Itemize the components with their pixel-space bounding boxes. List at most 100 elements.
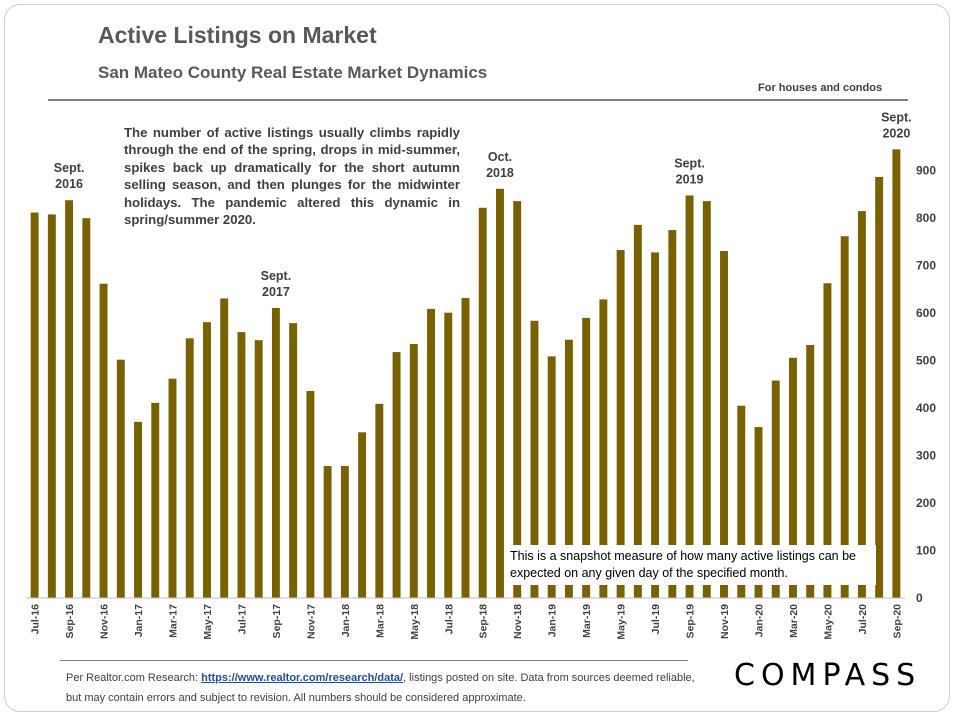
bar-Aug-17 bbox=[254, 340, 263, 598]
snapshot-note: This is a snapshot measure of how many a… bbox=[504, 545, 876, 585]
x-tick-label: Jul-16 bbox=[30, 604, 42, 635]
x-tick-label: Jul-19 bbox=[650, 604, 662, 635]
bar-Feb-18 bbox=[358, 432, 367, 598]
peak-label: Oct. bbox=[488, 150, 512, 164]
y-tick-label: 700 bbox=[916, 259, 936, 273]
peak-label: Sept. bbox=[54, 161, 85, 175]
x-tick-label: Mar-20 bbox=[788, 604, 800, 638]
bar-Apr-20 bbox=[806, 344, 815, 598]
x-tick-label: Jan-17 bbox=[133, 604, 145, 637]
bar-Aug-16 bbox=[47, 214, 56, 598]
bar-Aug-19 bbox=[668, 230, 677, 598]
bar-Sep-17 bbox=[271, 307, 280, 598]
bar-Mar-18 bbox=[375, 403, 384, 598]
source-suffix: , listings posted on site. Data from sou… bbox=[66, 672, 695, 704]
bar-Jan-17 bbox=[134, 421, 142, 598]
bar-Feb-19 bbox=[564, 339, 573, 598]
bar-Sep-19 bbox=[685, 195, 694, 598]
peak-label: 2019 bbox=[676, 172, 704, 186]
bar-Jul-17 bbox=[237, 332, 246, 598]
x-tick-label: Jul-17 bbox=[236, 604, 248, 635]
y-tick-label: 900 bbox=[916, 164, 936, 178]
x-tick-label: Jan-19 bbox=[547, 604, 559, 637]
x-tick-label: Sep-20 bbox=[891, 604, 903, 639]
x-tick-label: Nov-19 bbox=[719, 604, 731, 639]
bar-Jul-18 bbox=[444, 312, 453, 598]
y-tick-label: 200 bbox=[916, 496, 936, 510]
y-tick-label: 600 bbox=[916, 306, 936, 320]
market-dynamics-annotation: The number of active listings usually cl… bbox=[124, 125, 460, 228]
peak-label: 2020 bbox=[882, 126, 910, 140]
bar-May-17 bbox=[203, 322, 211, 598]
bar-Feb-17 bbox=[151, 402, 160, 598]
bar-Mar-20 bbox=[789, 357, 797, 598]
bar-Jan-19 bbox=[547, 356, 556, 598]
bar-Apr-19 bbox=[599, 299, 608, 598]
x-tick-label: Sep-19 bbox=[685, 604, 697, 639]
bar-Dec-16 bbox=[116, 359, 125, 598]
source-prefix: Per Realtor.com Research: bbox=[66, 672, 202, 684]
header-divider bbox=[48, 99, 908, 101]
bar-Sep-16 bbox=[65, 200, 74, 598]
compass-logo: COMPASS bbox=[734, 658, 922, 693]
bar-Dec-19 bbox=[737, 405, 746, 598]
bar-Oct-18 bbox=[496, 188, 504, 598]
peak-label: 2017 bbox=[262, 285, 290, 299]
x-tick-label: Jul-18 bbox=[443, 604, 455, 635]
peak-label: 2018 bbox=[486, 166, 514, 180]
peak-label: Sept. bbox=[261, 269, 292, 283]
bar-Oct-17 bbox=[289, 323, 298, 598]
bar-May-19 bbox=[616, 250, 625, 599]
peak-label: Sept. bbox=[881, 110, 912, 124]
bar-Jun-18 bbox=[427, 308, 435, 598]
chart-subtitle: San Mateo County Real Estate Market Dyna… bbox=[98, 63, 488, 82]
y-tick-label: 300 bbox=[916, 449, 936, 463]
source-note: Per Realtor.com Research: https://www.re… bbox=[66, 668, 696, 708]
bar-May-20 bbox=[823, 283, 832, 598]
bar-Aug-18 bbox=[461, 297, 470, 598]
source-link[interactable]: https://www.realtor.com/research/data/ bbox=[201, 672, 404, 684]
x-tick-label: Mar-18 bbox=[374, 604, 386, 638]
x-tick-label: Nov-17 bbox=[305, 604, 317, 639]
y-tick-label: 400 bbox=[916, 401, 936, 415]
y-tick-label: 100 bbox=[916, 544, 936, 558]
peak-label: Sept. bbox=[674, 156, 705, 170]
bar-Jul-19 bbox=[651, 252, 660, 598]
bar-Aug-20 bbox=[875, 176, 884, 598]
bar-Apr-18 bbox=[392, 352, 401, 598]
x-tick-label: Mar-19 bbox=[581, 604, 593, 638]
bar-Jul-20 bbox=[857, 211, 866, 598]
bar-Nov-16 bbox=[99, 283, 108, 598]
bar-Nov-19 bbox=[720, 250, 728, 599]
x-tick-label: May-19 bbox=[616, 604, 628, 640]
bar-Jan-20 bbox=[754, 427, 763, 598]
y-tick-label: 500 bbox=[916, 354, 936, 368]
bar-Jun-20 bbox=[840, 236, 849, 598]
x-tick-label: Nov-18 bbox=[512, 604, 524, 639]
x-tick-label: May-18 bbox=[409, 604, 421, 640]
x-tick-label: May-20 bbox=[822, 604, 834, 640]
bar-Oct-16 bbox=[82, 218, 91, 599]
x-tick-label: Jul-20 bbox=[857, 604, 869, 635]
x-tick-label: Mar-17 bbox=[168, 604, 180, 638]
bar-Nov-18 bbox=[513, 201, 522, 598]
bar-Jan-18 bbox=[340, 466, 349, 598]
x-tick-label: Sep-18 bbox=[478, 604, 490, 639]
x-tick-label: Nov-16 bbox=[99, 604, 111, 639]
chart-title: Active Listings on Market bbox=[98, 22, 377, 48]
x-tick-label: May-17 bbox=[202, 604, 214, 640]
bar-Mar-19 bbox=[582, 317, 591, 598]
bar-Dec-18 bbox=[530, 320, 539, 598]
y-tick-label: 800 bbox=[916, 211, 936, 225]
x-tick-label: Jan-18 bbox=[340, 604, 352, 637]
bar-Jun-19 bbox=[633, 224, 642, 598]
bar-Feb-20 bbox=[771, 380, 780, 598]
bar-May-18 bbox=[409, 344, 418, 598]
bar-Jul-16 bbox=[30, 212, 39, 599]
x-tick-label: Sep-16 bbox=[64, 604, 76, 639]
bar-Nov-17 bbox=[306, 391, 315, 598]
bar-Apr-17 bbox=[185, 338, 194, 598]
bar-Sep-20 bbox=[892, 149, 901, 598]
bar-Mar-17 bbox=[168, 378, 177, 598]
